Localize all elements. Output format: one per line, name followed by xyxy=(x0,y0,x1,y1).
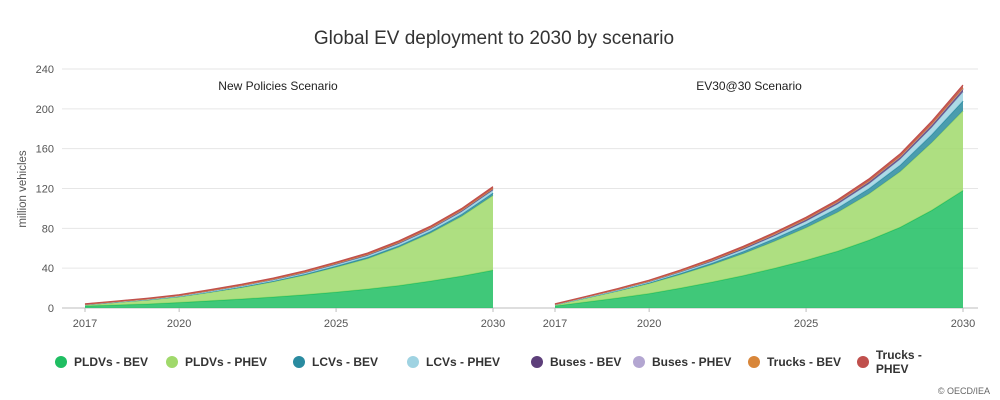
y-axis-title: million vehicles xyxy=(17,150,29,228)
x-tick-label: 2020 xyxy=(167,318,191,330)
area-pldvs-bev xyxy=(555,190,963,308)
legend-swatch xyxy=(531,356,543,368)
legend-item[interactable]: PLDVs - BEV xyxy=(55,348,166,376)
legend-item[interactable]: Trucks - PHEV xyxy=(857,348,957,376)
legend-label: Trucks - PHEV xyxy=(875,348,922,376)
legend-swatch xyxy=(166,356,178,368)
y-tick-label: 240 xyxy=(36,64,54,76)
x-tick-label: 2030 xyxy=(481,318,505,330)
panel-title: New Policies Scenario xyxy=(218,79,338,93)
x-tick-label: 2030 xyxy=(951,318,975,330)
chart-title: Global EV deployment to 2030 by scenario xyxy=(314,28,674,49)
legend: PLDVs - BEV PLDVs - PHEV LCVs - BEV LCVs - … xyxy=(55,348,957,376)
legend-swatch xyxy=(857,356,869,368)
y-tick-label: 0 xyxy=(48,303,54,315)
panel-title: EV30@30 Scenario xyxy=(696,79,802,93)
legend-swatch xyxy=(293,356,305,368)
legend-label: Buses - BEV xyxy=(550,355,622,369)
legend-swatch xyxy=(633,356,645,368)
legend-item[interactable]: Buses - PHEV xyxy=(633,348,748,376)
legend-item[interactable]: LCVs - PHEV xyxy=(407,348,531,376)
y-tick-label: 120 xyxy=(36,184,54,196)
legend-item[interactable]: Buses - BEV xyxy=(531,348,633,376)
legend-swatch xyxy=(407,356,419,368)
gridlines xyxy=(62,68,978,309)
area-pldvs-phev xyxy=(555,110,963,306)
x-tick-label: 2017 xyxy=(543,318,567,330)
x-tick-label: 2020 xyxy=(637,318,661,330)
area-edge-trucks-phev xyxy=(84,186,494,305)
legend-label: PLDVs - PHEV xyxy=(185,355,268,369)
x-tick-label: 2017 xyxy=(73,318,97,330)
y-tick-label: 80 xyxy=(42,223,54,235)
y-tick-label: 160 xyxy=(36,144,54,156)
legend-label: Trucks - BEV xyxy=(767,355,842,369)
y-tick-label: 40 xyxy=(42,263,54,275)
legend-label: LCVs - BEV xyxy=(312,355,379,369)
legend-swatch xyxy=(748,356,760,368)
credit: © OECD/IEA xyxy=(937,386,990,396)
y-tick-label: 200 xyxy=(36,104,54,116)
x-tick-label: 2025 xyxy=(324,318,348,330)
x-tick-label: 2025 xyxy=(794,318,818,330)
legend-label: Buses - PHEV xyxy=(652,355,732,369)
legend-swatch xyxy=(55,356,67,368)
legend-item[interactable]: Trucks - BEV xyxy=(748,348,857,376)
legend-item[interactable]: PLDVs - PHEV xyxy=(166,348,293,376)
legend-item[interactable]: LCVs - BEV xyxy=(293,348,407,376)
panel-ev30-30: EV30@30 Scenario 2017 2020 2025 2030 xyxy=(543,79,975,330)
area-edge-trucks-phev xyxy=(554,84,964,305)
panel-new-policies: New Policies Scenario 2017 2020 2025 2030 xyxy=(73,79,505,330)
y-axis-ticks: 0 40 80 120 160 200 240 xyxy=(36,64,54,315)
legend-label: PLDVs - BEV xyxy=(74,355,149,369)
area-pldvs-bev xyxy=(85,270,493,308)
legend-label: LCVs - PHEV xyxy=(426,355,501,369)
area-pldvs-phev xyxy=(85,195,493,306)
